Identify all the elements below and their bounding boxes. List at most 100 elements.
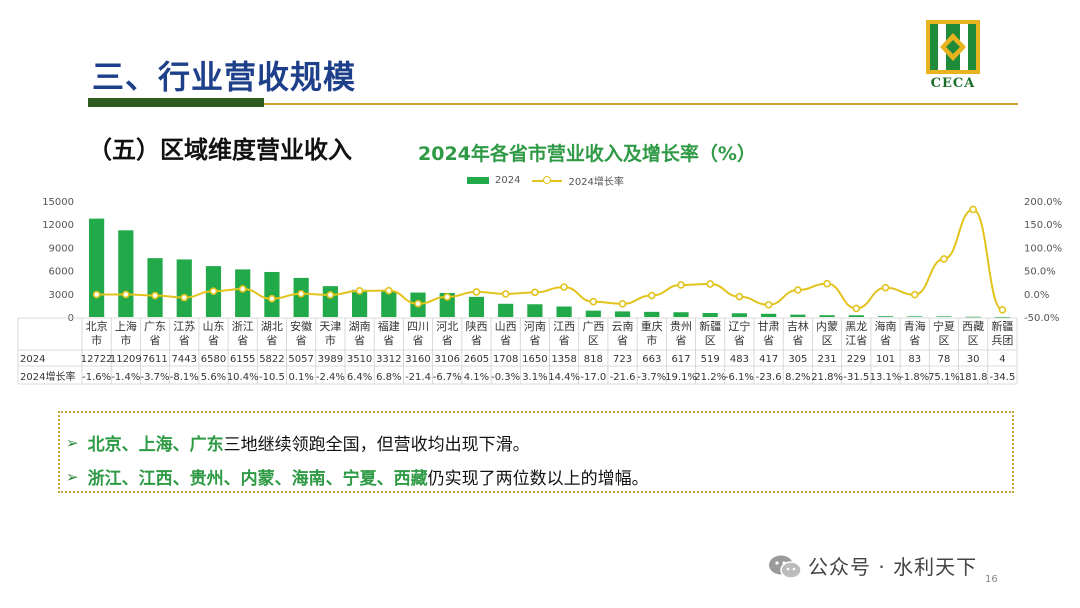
data-label: 1358 <box>551 354 576 365</box>
data-label: 5.6% <box>201 372 226 383</box>
data-label: -21.6 <box>610 372 636 383</box>
data-label: 7611 <box>142 354 167 365</box>
x-tick-label: 省 <box>792 334 803 347</box>
bar <box>381 291 397 317</box>
growth-point <box>326 291 335 299</box>
growth-point <box>677 281 685 289</box>
x-tick-label: 甘肃 <box>758 320 780 333</box>
bar <box>907 316 923 317</box>
data-label: 1650 <box>522 354 547 365</box>
growth-point <box>531 288 539 297</box>
growth-point <box>443 293 452 301</box>
x-tick-label: 省 <box>296 334 307 347</box>
data-label: 4.1% <box>464 372 489 383</box>
data-label: 305 <box>788 354 807 365</box>
data-label: -1.6% <box>82 372 111 383</box>
bar <box>264 271 280 317</box>
bar <box>936 316 952 317</box>
y-right-tick-label: 150.0% <box>1024 220 1062 231</box>
growth-point <box>384 286 393 295</box>
x-tick-label: 福建 <box>378 319 400 333</box>
bar <box>848 315 864 317</box>
x-tick-label: 河南 <box>524 320 546 333</box>
x-tick-label: 区 <box>588 334 599 347</box>
x-tick-label: 重庆 <box>641 319 663 333</box>
x-tick-label: 浙江 <box>232 320 254 333</box>
table-row-label: 2024 <box>20 354 45 365</box>
bar <box>118 230 134 317</box>
data-label: 519 <box>701 354 720 365</box>
y-left-tick-label: 9000 <box>49 243 74 254</box>
data-label: 663 <box>642 354 661 365</box>
page-number: 16 <box>985 574 998 585</box>
x-tick-label: 江苏 <box>173 320 195 333</box>
x-tick-label: 新疆 <box>991 319 1013 333</box>
title-underline-rule <box>264 103 1018 105</box>
growth-point <box>969 205 977 214</box>
x-tick-label: 省 <box>471 334 482 347</box>
x-tick-label: 兵团 <box>991 334 1013 347</box>
y-right-tick-label: 100.0% <box>1024 243 1062 254</box>
data-label: 3989 <box>318 354 343 365</box>
data-label: 2605 <box>464 354 489 365</box>
data-label: 7443 <box>172 354 197 365</box>
data-label: 6580 <box>201 354 226 365</box>
data-label: -3.7% <box>141 372 170 383</box>
growth-point <box>764 300 773 309</box>
y-right-tick-label: 50.0% <box>1024 267 1056 278</box>
data-label: -6.1% <box>725 372 754 383</box>
growth-point <box>297 289 305 298</box>
x-tick-label: 省 <box>442 334 453 347</box>
data-label: 818 <box>584 354 603 365</box>
wechat-icon <box>769 555 802 579</box>
data-label: 21.2% <box>694 372 726 383</box>
y-left-tick-label: 6000 <box>49 267 74 278</box>
data-label: 13.1% <box>870 372 902 383</box>
bar <box>147 258 163 317</box>
note-1-highlight: 北京、上海、广东 <box>87 435 224 455</box>
x-tick-label: 天津 <box>319 320 341 333</box>
x-tick-label: 省 <box>354 334 365 347</box>
data-label: 3106 <box>435 354 460 365</box>
ceca-logo-icon <box>926 20 980 74</box>
growth-point <box>706 280 715 288</box>
data-label: -2.4% <box>316 372 345 383</box>
data-label: 417 <box>759 354 778 365</box>
data-label: 6155 <box>230 354 255 365</box>
bar <box>614 311 631 317</box>
x-tick-label: 市 <box>91 333 102 347</box>
data-label: -21.4 <box>405 372 431 383</box>
bar <box>965 316 981 318</box>
growth-point <box>501 290 510 298</box>
x-tick-label: 青海 <box>904 319 926 333</box>
page-title: 三、行业营收规模 <box>92 58 357 96</box>
x-tick-label: 区 <box>938 334 949 347</box>
legend-bar-swatch <box>467 177 489 184</box>
note-1-text: 三地继续领跑全国，但营收均出现下滑。 <box>223 435 530 455</box>
growth-line <box>96 208 1003 311</box>
x-tick-label: 省 <box>208 334 219 347</box>
x-tick-label: 省 <box>617 334 628 347</box>
bar <box>673 312 689 317</box>
x-tick-label: 海南 <box>875 319 897 333</box>
arrow-right-icon: ➢ <box>66 433 79 452</box>
growth-point <box>823 279 831 288</box>
growth-point <box>472 288 481 296</box>
data-label: 12722 <box>81 354 113 365</box>
data-label: -10.5 <box>259 372 285 383</box>
x-tick-label: 省 <box>529 334 540 347</box>
bar <box>556 306 572 317</box>
growth-point <box>794 286 802 294</box>
data-label: 1708 <box>493 354 518 365</box>
data-label: 0.1% <box>288 372 313 383</box>
x-tick-label: 山东 <box>202 320 224 333</box>
chart-legend: 2024 2024增长率 <box>467 173 624 188</box>
logo-text: CECA <box>930 76 976 91</box>
note-2: ➢ 浙江、江西、贵州、内蒙、海南、宁夏、西藏 仍实现了两位数以上的增幅。 <box>66 464 649 490</box>
table-row-label: 2024增长率 <box>20 370 75 383</box>
growth-point <box>122 290 130 299</box>
legend-line-swatch <box>532 176 563 185</box>
x-tick-label: 辽宁 <box>728 319 750 333</box>
data-label: 21.8% <box>811 372 843 383</box>
x-tick-label: 江西 <box>553 320 575 333</box>
